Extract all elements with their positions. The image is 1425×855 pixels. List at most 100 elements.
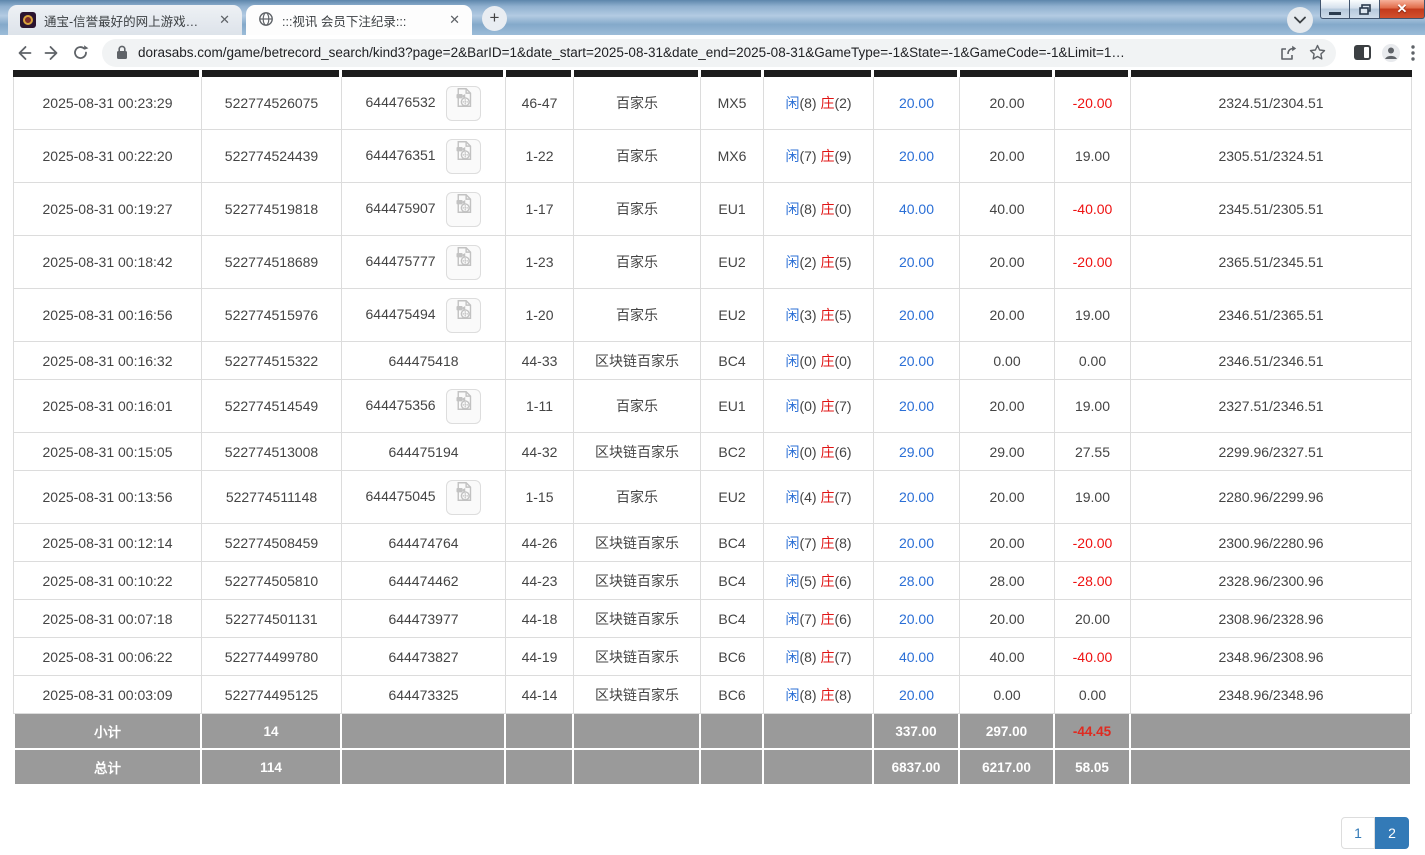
banker-label: 庄	[820, 534, 835, 551]
bet-id-cell: 522774514549	[202, 380, 342, 433]
bet-time-cell: 2025-08-31 00:16:56	[13, 289, 202, 342]
bet-amount-cell[interactable]: 20.00	[874, 236, 960, 289]
balance-cell: 2365.51/2345.51	[1131, 236, 1412, 289]
video-file-icon	[453, 87, 474, 111]
player-label: 闲	[785, 352, 800, 369]
valid-amount-cell: 20.00	[960, 289, 1055, 342]
bet-id-cell: 522774515976	[202, 289, 342, 342]
result-cell: 闲(8) 庄(8)	[764, 676, 874, 714]
game-name-cell: 百家乐	[574, 236, 701, 289]
bet-amount-cell[interactable]: 40.00	[874, 638, 960, 676]
banker-label: 庄	[820, 254, 835, 270]
table-code-cell: MX6	[701, 130, 764, 183]
profile-avatar-icon[interactable]	[1381, 43, 1401, 63]
menu-kebab-icon[interactable]	[1411, 44, 1415, 61]
bet-time-cell: 2025-08-31 00:22:20	[13, 130, 202, 183]
player-label: 闲	[785, 148, 800, 164]
table-code-cell: MX5	[701, 77, 764, 130]
video-replay-button[interactable]	[446, 479, 482, 515]
bet-amount-cell[interactable]: 20.00	[874, 289, 960, 342]
banker-label: 庄	[820, 610, 835, 627]
bet-id-cell: 522774511148	[202, 471, 342, 524]
new-tab-button[interactable]: +	[482, 6, 507, 31]
bet-amount-cell[interactable]: 20.00	[874, 342, 960, 380]
balance-cell: 2348.96/2308.96	[1131, 638, 1412, 676]
footer-empty-cell	[764, 714, 874, 750]
url-text[interactable]: dorasabs.com/game/betrecord_search/kind3…	[138, 45, 1125, 60]
minimize-button[interactable]	[1320, 0, 1350, 19]
bet-record-row: 2025-08-31 00:06:22 522774499780 644473827…	[13, 638, 1412, 676]
bet-amount-cell[interactable]: 20.00	[874, 130, 960, 183]
video-replay-button[interactable]	[446, 388, 482, 424]
close-button[interactable]: ✕	[1379, 0, 1425, 19]
winloss-cell: 0.00	[1055, 676, 1131, 714]
round-cell: 1-22	[506, 130, 574, 183]
bet-record-row: 2025-08-31 00:12:14 522774508459 644474764…	[13, 524, 1412, 562]
bet-record-row: 2025-08-31 00:15:05 522774513008 644475194…	[13, 433, 1412, 471]
tab-bet-records[interactable]: :::视讯 会员下注纪录::: ✕	[246, 5, 472, 35]
tab-close-icon[interactable]: ✕	[449, 12, 460, 27]
bet-time-cell: 2025-08-31 00:16:01	[13, 380, 202, 433]
maximize-button[interactable]	[1350, 0, 1379, 19]
bet-time-cell: 2025-08-31 00:19:27	[13, 183, 202, 236]
tab-tongbao[interactable]: 通宝-信誉最好的网上游戏平台 ✕	[8, 5, 242, 35]
banker-label: 庄	[820, 443, 835, 460]
back-button[interactable]	[10, 39, 38, 67]
bet-amount-cell[interactable]: 20.00	[874, 600, 960, 638]
bet-amount-cell[interactable]: 29.00	[874, 433, 960, 471]
bet-amount-cell[interactable]: 20.00	[874, 676, 960, 714]
bet-id-cell: 522774524439	[202, 130, 342, 183]
footer-empty-cell	[1131, 750, 1412, 786]
player-label: 闲	[785, 95, 800, 111]
bet-record-row: 2025-08-31 00:03:09 522774495125 644473325…	[13, 676, 1412, 714]
game-id-cell: 644475418	[342, 342, 506, 380]
bet-amount-cell[interactable]: 20.00	[874, 380, 960, 433]
winloss-cell: 27.55	[1055, 433, 1131, 471]
tab-search-chevron-button[interactable]	[1287, 7, 1313, 33]
tab-close-icon[interactable]: ✕	[219, 12, 230, 27]
valid-amount-cell: 20.00	[960, 236, 1055, 289]
lock-icon	[116, 45, 128, 60]
browser-toolbar: dorasabs.com/game/betrecord_search/kind3…	[0, 35, 1425, 70]
bookmark-star-icon[interactable]	[1309, 44, 1326, 61]
balance-cell: 2299.96/2327.51	[1131, 433, 1412, 471]
bet-amount-cell[interactable]: 20.00	[874, 471, 960, 524]
balance-cell: 2345.51/2305.51	[1131, 183, 1412, 236]
bet-amount-cell[interactable]: 20.00	[874, 77, 960, 130]
page-button-1[interactable]: 1	[1341, 817, 1375, 849]
result-cell: 闲(5) 庄(6)	[764, 562, 874, 600]
page-button-2[interactable]: 2	[1375, 817, 1409, 849]
video-replay-button[interactable]	[446, 297, 482, 333]
video-file-icon	[453, 390, 474, 414]
game-id-cell: 644476532	[342, 77, 506, 130]
valid-amount-cell: 40.00	[960, 183, 1055, 236]
video-replay-button[interactable]	[446, 85, 482, 121]
video-file-icon	[453, 481, 474, 505]
bet-amount-cell[interactable]: 28.00	[874, 562, 960, 600]
banker-label: 庄	[820, 489, 835, 505]
video-replay-button[interactable]	[446, 191, 482, 227]
bet-amount-cell[interactable]: 40.00	[874, 183, 960, 236]
game-name-cell: 区块链百家乐	[574, 676, 701, 714]
share-icon[interactable]	[1279, 45, 1297, 61]
banker-label: 庄	[820, 648, 835, 665]
bet-time-cell: 2025-08-31 00:16:32	[13, 342, 202, 380]
side-panel-icon[interactable]	[1354, 45, 1371, 60]
bet-id-cell: 522774518689	[202, 236, 342, 289]
round-cell: 1-20	[506, 289, 574, 342]
valid-amount-cell: 40.00	[960, 638, 1055, 676]
footer-valid-total-cell: 297.00	[960, 714, 1055, 750]
address-bar[interactable]: dorasabs.com/game/betrecord_search/kind3…	[102, 38, 1336, 67]
video-replay-button[interactable]	[446, 138, 482, 174]
bet-amount-cell[interactable]: 20.00	[874, 524, 960, 562]
game-id-cell: 644473325	[342, 676, 506, 714]
footer-label-cell: 总计	[13, 750, 202, 786]
reload-button[interactable]	[66, 39, 94, 67]
player-label: 闲	[785, 610, 800, 627]
forward-button[interactable]	[38, 39, 66, 67]
game-id-cell: 644475194	[342, 433, 506, 471]
bet-id-cell: 522774495125	[202, 676, 342, 714]
video-replay-button[interactable]	[446, 244, 482, 280]
valid-amount-cell: 20.00	[960, 130, 1055, 183]
